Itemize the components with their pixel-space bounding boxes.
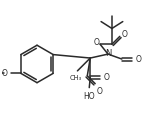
Text: HO: HO (83, 92, 95, 101)
Text: O: O (136, 55, 141, 64)
Text: O: O (2, 69, 7, 78)
Text: O: O (104, 73, 110, 82)
Text: O: O (96, 87, 102, 96)
Text: N: N (105, 49, 111, 58)
Text: CH₃: CH₃ (69, 75, 82, 81)
Text: O: O (93, 38, 99, 47)
Text: O: O (122, 30, 128, 39)
